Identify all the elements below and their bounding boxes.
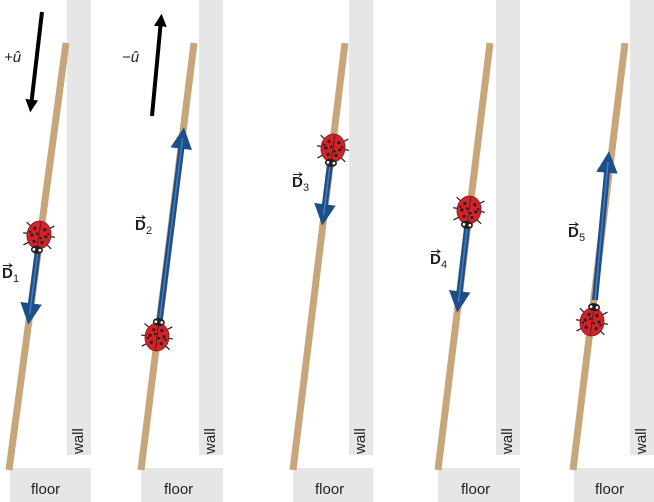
panel-4: wall floor D 4 <box>430 0 520 502</box>
vector-label: D 2 <box>135 215 152 237</box>
vector-name: D <box>135 217 146 234</box>
ladybug <box>573 300 612 339</box>
floor-label: floor <box>31 481 60 498</box>
wall-label: wall <box>633 428 650 455</box>
vector-name: D <box>292 174 303 191</box>
vector-subscript: 1 <box>13 273 19 285</box>
direction-arrow <box>150 13 167 117</box>
ladybug <box>449 193 488 232</box>
vector-label: D 1 <box>2 263 19 285</box>
vector-name: D <box>568 224 579 241</box>
vector-subscript: 5 <box>579 232 585 244</box>
vector-subscript: 4 <box>441 259 447 271</box>
direction-label: +û <box>4 49 22 66</box>
floor-label: floor <box>595 481 624 498</box>
panel-2: wall floor −û D 2 <box>122 0 223 502</box>
wall <box>349 0 373 455</box>
ladybug <box>19 218 58 257</box>
floor <box>438 468 520 502</box>
direction-label: −û <box>122 49 140 66</box>
ladybug <box>138 315 176 354</box>
floor <box>10 468 91 502</box>
wall <box>199 0 223 455</box>
floor <box>574 468 654 502</box>
wall <box>630 0 654 455</box>
ladybug <box>313 131 352 170</box>
vector-label: D 5 <box>568 222 585 244</box>
vector-subscript: 3 <box>303 182 309 194</box>
wall-label: wall <box>352 428 369 455</box>
wall-label: wall <box>499 428 516 455</box>
vector-label: D 4 <box>430 249 447 271</box>
floor-label: floor <box>315 481 344 498</box>
wall <box>496 0 520 455</box>
floor <box>141 468 223 502</box>
vector-subscript: 2 <box>146 225 152 237</box>
vector-name: D <box>2 265 13 282</box>
floor-label: floor <box>164 481 193 498</box>
ladder <box>289 42 349 471</box>
vector-label: D 3 <box>292 172 309 194</box>
floor-label: floor <box>461 481 490 498</box>
panel-1: wall floor +û D 1 <box>2 0 91 502</box>
panel-3: wall floor D 3 <box>289 0 373 502</box>
direction-arrow <box>25 11 44 113</box>
panel-5: wall floor D 5 <box>568 0 654 502</box>
wall-label: wall <box>202 428 219 455</box>
wall-label: wall <box>70 428 87 455</box>
wall <box>67 0 91 455</box>
floor <box>293 468 373 502</box>
vector-name: D <box>430 251 441 268</box>
